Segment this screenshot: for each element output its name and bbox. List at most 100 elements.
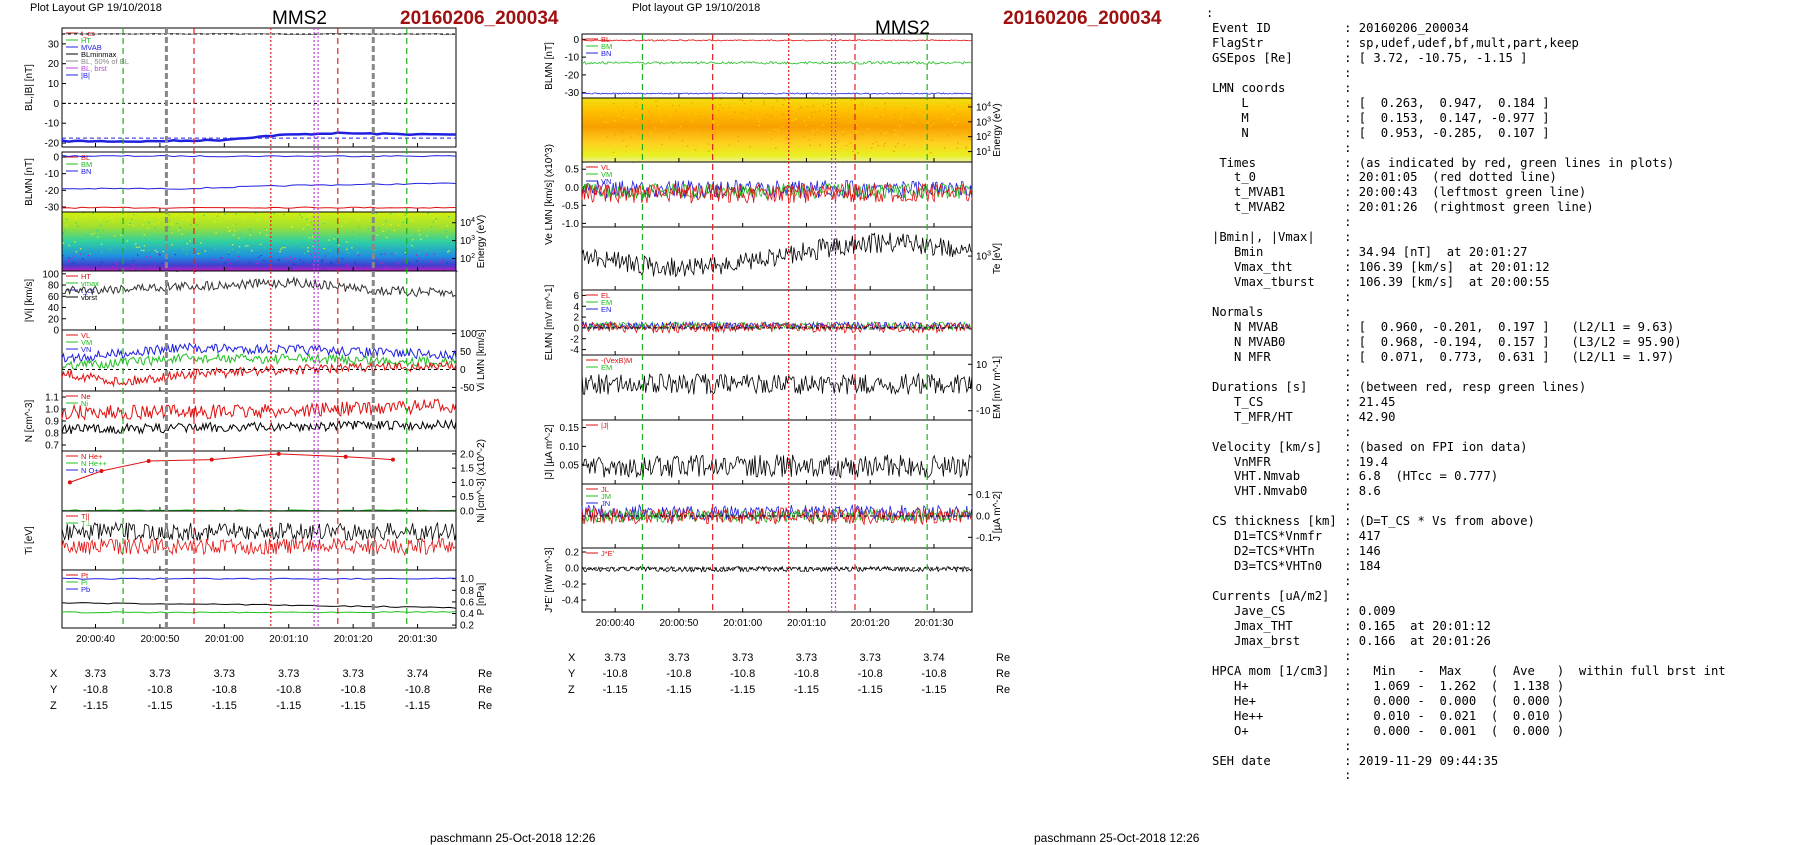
spectrogram-speck <box>591 152 593 154</box>
ytick-label: 100 <box>460 329 477 340</box>
spectrogram-speck <box>397 224 400 226</box>
summary-key <box>1212 290 1344 304</box>
trace-0 <box>581 454 973 479</box>
summary-value: : (based on FPI ion data) <box>1344 439 1528 454</box>
spectrogram-speck <box>228 230 230 232</box>
data-point <box>99 469 104 473</box>
summary-line: He++ : 0.010 - 0.021 ( 0.010 ) <box>1212 709 1564 724</box>
spectrogram-speck <box>253 265 255 267</box>
spectrogram-speck <box>948 154 950 156</box>
summary-key: FlagStr <box>1212 35 1345 50</box>
spectrogram-speck <box>382 262 384 264</box>
legend-entry: BN <box>601 49 611 58</box>
summary-line: Normals : <box>1212 305 1351 320</box>
spectrogram-speck <box>952 130 955 132</box>
summary-key: M <box>1212 110 1345 125</box>
spectrogram-speck <box>593 140 596 142</box>
summary-key <box>1212 768 1344 782</box>
spectrogram-speck <box>894 139 897 141</box>
spectrogram-speck <box>403 260 405 262</box>
spectrogram-speck <box>405 253 407 255</box>
spectrogram-speck <box>627 135 629 137</box>
summary-key <box>1212 425 1344 439</box>
spectrogram-speck <box>717 110 720 112</box>
spectrogram-speck <box>814 98 816 100</box>
summary-value: : <box>1206 6 1214 20</box>
spectrogram-speck <box>872 158 874 160</box>
ytick-label: 50 <box>460 347 472 358</box>
summary-line: Jmax_brst : 0.166 at 20:01:26 <box>1212 634 1491 649</box>
spectrogram-speck <box>655 100 657 102</box>
spectrogram-speck <box>894 114 896 116</box>
ephem-value: -1.15 <box>602 684 628 696</box>
spectrogram-speck <box>256 262 259 264</box>
spectrogram-speck <box>260 243 262 245</box>
spectrogram-speck <box>837 153 839 155</box>
ytick-label: -0.2 <box>562 580 580 591</box>
spectrogram-speck <box>731 105 734 107</box>
spectrogram-speck <box>661 120 663 122</box>
spectrogram-speck <box>952 113 954 115</box>
spectrogram-speck <box>149 256 152 258</box>
spectrogram-speck <box>633 162 635 164</box>
spectrogram-speck <box>894 129 896 131</box>
ytick-label: -20 <box>565 70 580 81</box>
spectrogram-speck <box>189 213 192 215</box>
spectrogram-speck <box>630 155 632 157</box>
spectrogram-speck <box>911 113 913 115</box>
spectrogram-speck <box>697 132 699 134</box>
spectrogram-speck <box>711 121 714 123</box>
ephem-value: 3.73 <box>668 652 690 664</box>
summary-key: t_MVAB2 <box>1212 200 1345 215</box>
spectrogram-speck <box>600 148 602 150</box>
spectrogram-speck <box>348 241 350 243</box>
spectrogram-speck <box>687 154 690 156</box>
spectrogram-speck <box>848 101 850 103</box>
trace-|Vi| <box>61 275 457 298</box>
spectrogram-speck <box>822 124 824 126</box>
summary-line: VHT.Nmvab0 : 8.6 <box>1212 484 1381 499</box>
spectrogram-speck <box>909 112 911 114</box>
summary-key <box>1212 66 1344 80</box>
spectrogram-speck <box>179 227 181 229</box>
spectrogram-speck <box>781 126 784 128</box>
spectrogram-speck <box>169 220 171 222</box>
spectrogram-speck <box>196 224 198 226</box>
summary-value: : [ 0.071, 0.773, 0.631 ] (L2/L1 = 1.97) <box>1344 349 1675 364</box>
spectrogram-speck <box>658 108 660 110</box>
spectrogram-speck <box>911 142 913 145</box>
spectrogram-speck <box>925 133 928 135</box>
spectrogram-speck <box>221 257 224 259</box>
spectrogram-speck <box>154 249 157 252</box>
spectrogram-speck <box>309 215 311 217</box>
spectrogram-speck <box>425 254 428 256</box>
spectrogram-speck <box>728 144 731 146</box>
spectrogram-speck <box>171 223 173 225</box>
summary-key: Velocity [km/s] <box>1212 439 1345 454</box>
spectrogram-speck <box>89 253 91 255</box>
spectrogram-speck <box>639 120 642 122</box>
spectrogram-speck <box>947 119 950 121</box>
spectrogram-speck <box>929 128 932 130</box>
spectrogram-speck <box>176 223 178 225</box>
spectrogram-speck <box>808 116 810 118</box>
ytick-label: 1.0 <box>460 478 474 489</box>
spectrogram-speck <box>324 255 326 257</box>
ephem-value: 3.73 <box>342 668 364 680</box>
summary-value: : 0.166 at 20:01:26 <box>1344 633 1491 648</box>
spectrogram-speck <box>953 109 956 111</box>
spectrogram-speck <box>913 124 916 126</box>
ylabel-left-5: Vi LMN [km/s] <box>476 329 487 391</box>
spectrogram-speck <box>938 114 940 116</box>
spectrogram-speck <box>812 130 814 132</box>
spectrogram-speck <box>273 212 275 215</box>
trace-0 <box>581 565 973 573</box>
spectrogram-speck <box>364 268 367 270</box>
spectrogram-speck <box>106 222 109 224</box>
spectrogram-speck <box>282 214 285 216</box>
spectrogram-speck <box>446 236 448 238</box>
spectrogram-speck <box>76 225 79 227</box>
spectrogram-speck <box>391 263 393 265</box>
trace-1 <box>581 60 973 65</box>
ytick-label: -0.5 <box>562 201 580 212</box>
